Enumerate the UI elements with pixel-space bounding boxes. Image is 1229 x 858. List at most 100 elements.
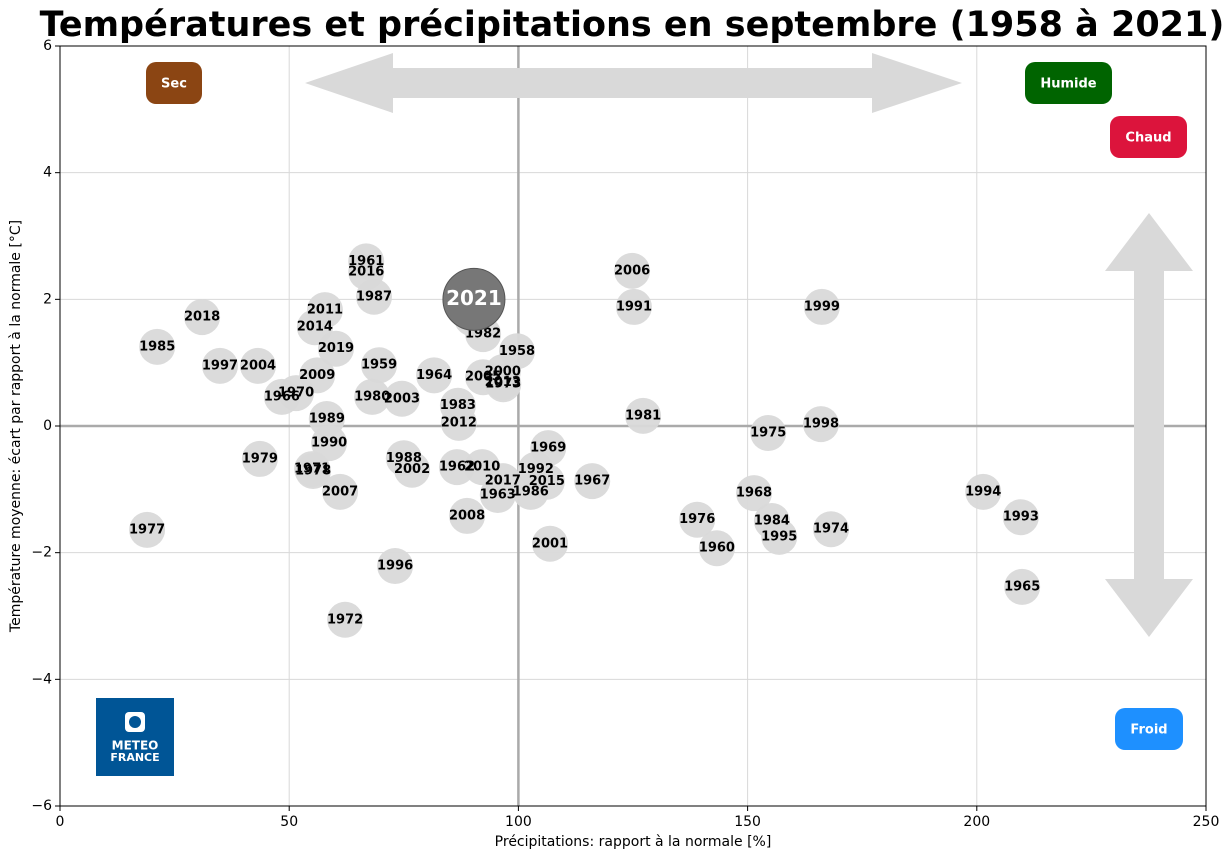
point-label: 1997	[202, 358, 238, 373]
point-label: 1994	[965, 484, 1001, 499]
point-label: 1988	[386, 451, 422, 466]
point-label: 2021	[446, 286, 502, 310]
annotation-text: Humide	[1040, 77, 1096, 92]
point-label: 2003	[384, 391, 420, 406]
point-label: 1972	[327, 612, 363, 627]
point	[698, 530, 735, 567]
point-label: 2005	[465, 370, 501, 385]
y-axis-label: Température moyenne: écart par rapport à…	[8, 220, 24, 633]
point-label: 1975	[750, 425, 786, 440]
point	[440, 404, 477, 441]
point	[317, 330, 354, 367]
point-label: 2017	[485, 474, 521, 489]
y-tick-label: −6	[31, 798, 52, 814]
point-label: 1959	[361, 358, 397, 373]
point	[750, 414, 787, 451]
point	[184, 299, 221, 336]
point	[295, 452, 332, 489]
y-tick-label: 4	[43, 165, 52, 181]
point-label: 2019	[318, 341, 354, 356]
point-label: 1967	[574, 474, 610, 489]
point	[512, 473, 549, 510]
point-label: 1964	[416, 368, 452, 383]
point	[383, 380, 420, 417]
point	[1002, 499, 1039, 536]
arrow-horizontal	[305, 53, 962, 113]
point	[377, 547, 414, 584]
point-label: 2008	[449, 508, 485, 523]
annotation-box	[1110, 116, 1187, 158]
logo	[96, 698, 174, 776]
point	[438, 449, 475, 486]
point-label: 1979	[242, 451, 278, 466]
point-label: 1993	[1003, 510, 1039, 525]
arrow-vertical	[1105, 213, 1193, 637]
annotation-box	[1115, 708, 1183, 750]
point-label: 1963	[480, 488, 516, 503]
point-label: 2010	[464, 460, 500, 475]
point	[139, 328, 176, 365]
points: 1961201619872011202020182014198219852019…	[129, 243, 1041, 638]
point-label: 2001	[532, 536, 568, 551]
point	[803, 288, 840, 325]
point-label: 1960	[699, 541, 735, 556]
point-label: 1958	[499, 344, 535, 359]
point-label: 2011	[307, 303, 343, 318]
plot-frame	[59, 45, 1207, 807]
logo-icon	[129, 716, 141, 728]
point-label: 1971	[294, 462, 330, 477]
point	[614, 252, 651, 289]
point	[1004, 568, 1041, 605]
point-label: 1974	[813, 522, 849, 537]
annotation-box	[146, 62, 202, 104]
point	[263, 378, 300, 415]
point	[679, 501, 716, 538]
point-label: 1966	[264, 389, 300, 404]
point-label: 1980	[354, 389, 390, 404]
point	[311, 425, 348, 462]
point	[736, 475, 773, 512]
x-axis-label: Précipitations: rapport à la normale [%]	[495, 834, 772, 850]
point-label: 1984	[754, 514, 790, 529]
point	[442, 267, 506, 331]
point-label: 2002	[394, 462, 430, 477]
point	[813, 511, 850, 548]
point	[615, 288, 652, 325]
point-label: 2015	[529, 474, 565, 489]
point-label: 1992	[518, 462, 554, 477]
point-label: 1969	[530, 441, 566, 456]
annotation-box	[1025, 62, 1112, 104]
point	[241, 440, 278, 477]
logo-text: FRANCE	[110, 751, 159, 764]
point-label: 1986	[513, 484, 549, 499]
annotation-text: Froid	[1130, 723, 1167, 738]
annotations: Sec Humide Chaud Froid	[146, 62, 1187, 750]
point-label: 2007	[322, 484, 358, 499]
point	[356, 278, 393, 315]
point-label: 1998	[803, 417, 839, 432]
y-tick-label: −4	[31, 671, 52, 687]
point	[201, 347, 238, 384]
point	[532, 525, 569, 562]
x-tick-label: 250	[1193, 814, 1220, 830]
point	[322, 473, 359, 510]
point-label: 1990	[311, 436, 347, 451]
point-label: 1961	[348, 254, 384, 269]
point-label: 1973	[485, 377, 521, 392]
point	[479, 477, 516, 514]
point	[240, 347, 277, 384]
x-tick-label: 150	[734, 814, 761, 830]
y-tick-label: 0	[43, 418, 52, 434]
point	[354, 378, 391, 415]
y-tick-label: 2	[43, 291, 52, 307]
x-tick-label: 50	[280, 814, 298, 830]
point-label: 1981	[625, 408, 661, 423]
point	[449, 497, 486, 534]
point-label: 2000	[485, 365, 521, 380]
point-label: 2014	[297, 320, 333, 335]
point	[965, 473, 1002, 510]
point-label: 1978	[295, 463, 331, 478]
point	[416, 357, 453, 394]
x-tick-label: 200	[963, 814, 990, 830]
